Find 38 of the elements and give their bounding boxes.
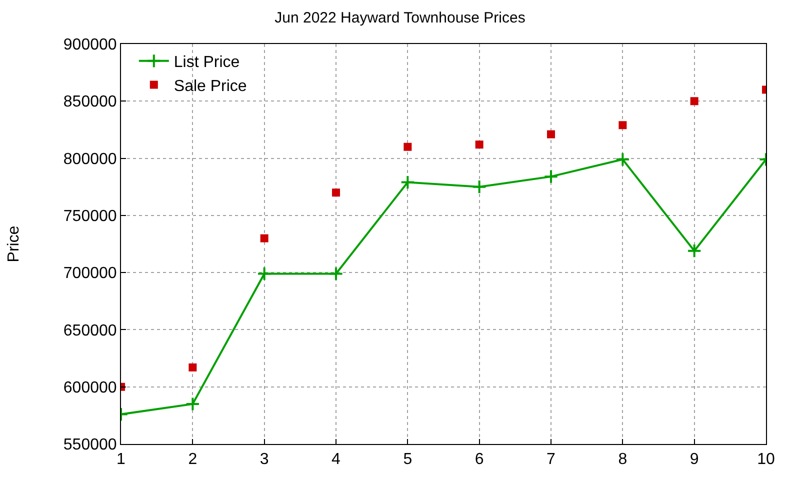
point: [618, 121, 627, 130]
point: [328, 266, 344, 282]
y-tick-label: 650000: [63, 322, 117, 340]
point: [690, 97, 698, 106]
x-tick-label: 7: [546, 451, 556, 468]
point: [257, 266, 272, 282]
x-tick-label: 4: [332, 451, 341, 468]
point: [544, 169, 558, 184]
x-tick-label: 9: [690, 451, 699, 468]
x-tick-label: 6: [474, 451, 484, 468]
legend-label: Sale Price: [174, 78, 247, 95]
y-axis-title: Price: [5, 226, 22, 262]
x-tick-label: 3: [260, 451, 269, 468]
point: [332, 188, 340, 197]
point: [404, 142, 412, 151]
point: [687, 244, 702, 258]
point: [475, 140, 484, 149]
point: [400, 174, 415, 190]
point: [615, 152, 630, 167]
x-tick-label: 8: [618, 451, 628, 468]
chart-title: Jun 2022 Hayward Townhouse Prices: [274, 10, 526, 26]
point: [188, 363, 197, 372]
y-tick-label: 700000: [63, 265, 117, 282]
y-tick-label: 800000: [63, 150, 117, 168]
y-tick-label: 600000: [63, 379, 117, 396]
y-tick-label: 750000: [63, 208, 117, 226]
y-tick-label: 850000: [63, 94, 117, 111]
point: [185, 396, 200, 412]
point: [472, 180, 487, 194]
x-tick-label: 5: [403, 451, 412, 468]
legend-label: List Price: [174, 54, 240, 72]
point: [547, 130, 555, 138]
x-tick-label: 10: [757, 451, 775, 468]
x-tick-label: 1: [116, 451, 126, 468]
y-tick-label: 900000: [63, 36, 117, 54]
x-tick-label: 2: [188, 451, 198, 468]
point: [260, 234, 268, 242]
y-tick-label: 550000: [63, 436, 117, 454]
